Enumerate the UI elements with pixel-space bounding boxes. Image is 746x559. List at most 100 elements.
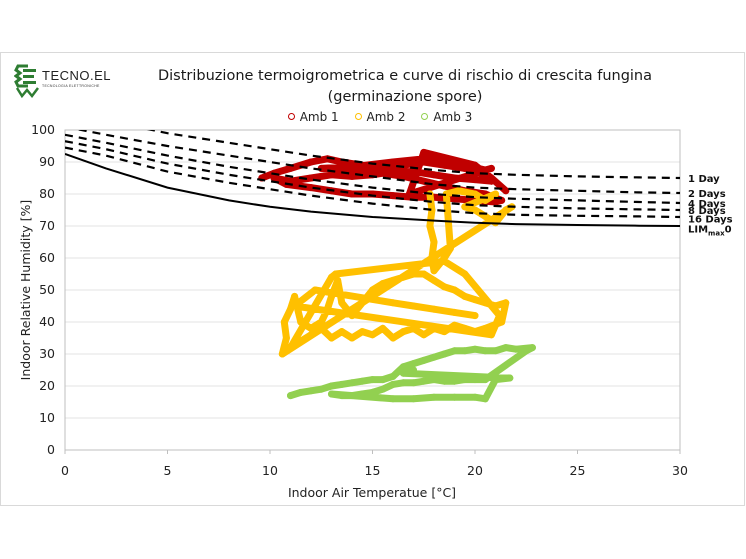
data-point: [389, 168, 397, 176]
data-point: [358, 377, 366, 385]
data-point: [430, 393, 438, 401]
data-point: [430, 324, 438, 332]
data-point: [502, 187, 510, 195]
legend-marker-icon: [421, 113, 429, 120]
chart-legend: Amb 1 Amb 2 Amb 3: [0, 110, 746, 124]
y-tick-label: 60: [39, 250, 55, 265]
legend-label: Amb 1: [299, 110, 339, 124]
data-point: [471, 312, 479, 320]
y-tick-label: 10: [39, 410, 55, 425]
data-point: [278, 350, 286, 358]
y-tick-label: 90: [39, 154, 55, 169]
data-point: [492, 302, 499, 310]
data-point: [307, 387, 315, 395]
legend-label: Amb 3: [433, 110, 473, 124]
data-point: [328, 390, 335, 398]
data-point: [287, 344, 294, 352]
data-point: [358, 390, 366, 398]
data-point: [307, 174, 315, 182]
data-point: [317, 385, 325, 393]
legend-item-amb1[interactable]: Amb 1: [287, 110, 339, 124]
data-point: [358, 299, 366, 307]
data-point: [420, 148, 428, 156]
data-point: [399, 161, 407, 169]
data-point: [379, 169, 387, 177]
data-point: [410, 324, 417, 332]
legend-item-amb3[interactable]: Amb 3: [421, 110, 472, 124]
data-point: [420, 356, 428, 364]
x-tick-label: 0: [61, 463, 69, 478]
data-point: [461, 292, 469, 300]
data-point: [405, 190, 413, 198]
legend-label: Amb 2: [366, 110, 406, 124]
legend-item-amb2[interactable]: Amb 2: [354, 110, 406, 124]
data-point: [451, 347, 458, 355]
y-tick-label: 40: [39, 314, 55, 329]
risk-curve-16-days: [65, 146, 680, 219]
data-point: [440, 328, 448, 336]
series-trail: [278, 187, 516, 358]
chart-title-block: Distribuzione termoigrometrica e curve d…: [120, 66, 690, 108]
logo-icon: [13, 64, 39, 99]
data-point: [338, 328, 346, 336]
curve-label: 16 Days: [688, 215, 733, 226]
data-point: [496, 312, 504, 320]
y-tick-label: 0: [47, 442, 55, 457]
data-point: [461, 270, 469, 278]
curve-label: LIMmax0: [688, 225, 732, 238]
data-point: [389, 372, 397, 380]
data-point: [451, 286, 458, 294]
data-point: [492, 376, 499, 384]
data-point: [451, 377, 458, 385]
data-point: [461, 376, 469, 384]
data-point: [455, 187, 463, 195]
data-point: [328, 382, 335, 390]
data-point: [369, 286, 376, 294]
x-tick-label: 25: [570, 463, 586, 478]
x-tick-label: 30: [672, 463, 688, 478]
y-tick-label: 80: [39, 186, 55, 201]
risk-curve-4-days: [65, 133, 680, 205]
data-point: [471, 206, 479, 214]
curve-label: 2 Days: [688, 189, 726, 200]
data-point: [461, 164, 469, 172]
logo-name: TECNO.EL: [42, 68, 112, 83]
series-trail: [287, 344, 536, 403]
data-point: [348, 312, 356, 320]
data-point: [471, 296, 479, 304]
axes: 0 10 20 30 40 50 60 70 80 90 100 0 5 10 15 20 25 30: [31, 122, 688, 478]
data-point: [481, 299, 489, 307]
company-logo: TECNO.EL TECNOLOGIA ELETTRONICHE: [13, 64, 120, 100]
data-point: [461, 347, 469, 355]
y-tick-label: 50: [39, 282, 55, 297]
data-point: [379, 376, 387, 384]
data-point: [410, 366, 417, 374]
data-point: [389, 395, 397, 403]
risk-curve-8-days: [65, 140, 680, 212]
risk-curve-2-days: [75, 130, 680, 195]
y-tick-label: 30: [39, 346, 55, 361]
data-point: [338, 380, 346, 388]
data-point: [471, 393, 479, 401]
y-axis-label: Indoor Relative Humidity [%]: [18, 200, 33, 381]
data-point: [389, 334, 397, 342]
risk-curve-limmax0: [65, 153, 680, 227]
x-tick-label: 15: [365, 463, 381, 478]
risk-curves: [65, 130, 680, 227]
data-point: [481, 171, 489, 179]
data-point: [399, 328, 407, 336]
risk-curve-1-day: [146, 130, 680, 180]
data-point: [334, 276, 342, 284]
curve-label: 1 Day: [688, 174, 720, 185]
data-point: [358, 328, 366, 336]
data-point: [410, 395, 417, 403]
data-point: [502, 299, 510, 307]
data-point: [461, 161, 469, 169]
data-point: [502, 344, 510, 352]
data-point: [280, 318, 288, 326]
data-point: [440, 257, 448, 265]
data-point: [348, 379, 356, 387]
data-point: [471, 176, 479, 184]
data-point: [430, 276, 438, 284]
data-point: [512, 345, 520, 353]
